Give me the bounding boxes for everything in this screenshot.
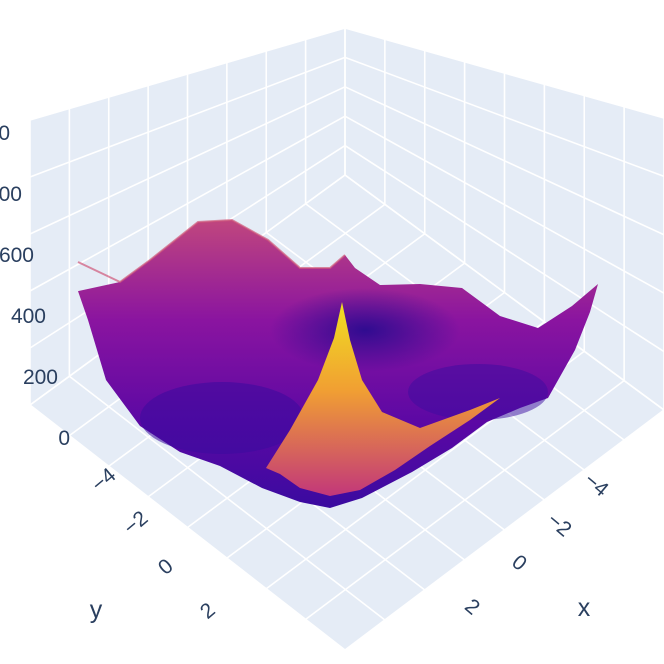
wall-grid-line (344, 27, 664, 119)
wall-grid-line (344, 115, 664, 294)
z-tick-label: 200 (23, 366, 58, 389)
floor-grid-line (305, 379, 625, 621)
wall-grid-line (29, 86, 346, 235)
wall-grid-line (344, 86, 664, 236)
floor-grid-line (344, 409, 664, 651)
surface-trough (408, 364, 548, 420)
z-tick-label: 800 (0, 183, 22, 206)
wall-grid-line (29, 115, 346, 292)
y-tick-label: −2 (119, 507, 152, 540)
y-tick-label: 2 (196, 598, 220, 623)
x-axis-title: x (578, 594, 591, 622)
x-tick-label: −2 (543, 509, 576, 542)
z-tick-label: 1000 (0, 122, 10, 145)
wall-grid-line (344, 174, 664, 411)
wall-grid-line (29, 27, 346, 121)
y-tick-label: 0 (154, 554, 178, 579)
wall-grid-line (29, 56, 346, 178)
z-tick-label: 400 (11, 305, 46, 328)
surface-plot (77, 218, 598, 508)
y-axis-title: y (90, 596, 103, 624)
x-tick-label: −4 (580, 469, 613, 502)
surface-back-rim (77, 218, 346, 284)
x-tick-label: 2 (460, 594, 484, 619)
wall-grid-line (344, 144, 664, 353)
wall-grid-line (344, 56, 664, 178)
z-tick-labels: 0 200 400 600 800 1000 (0, 122, 70, 450)
surface-well (270, 288, 460, 372)
x-tick-label: 0 (507, 550, 531, 575)
z-tick-label: 600 (0, 244, 34, 267)
surface-trough (140, 382, 304, 454)
z-tick-label: 0 (58, 427, 70, 450)
surface-peak-ridge (266, 302, 500, 496)
